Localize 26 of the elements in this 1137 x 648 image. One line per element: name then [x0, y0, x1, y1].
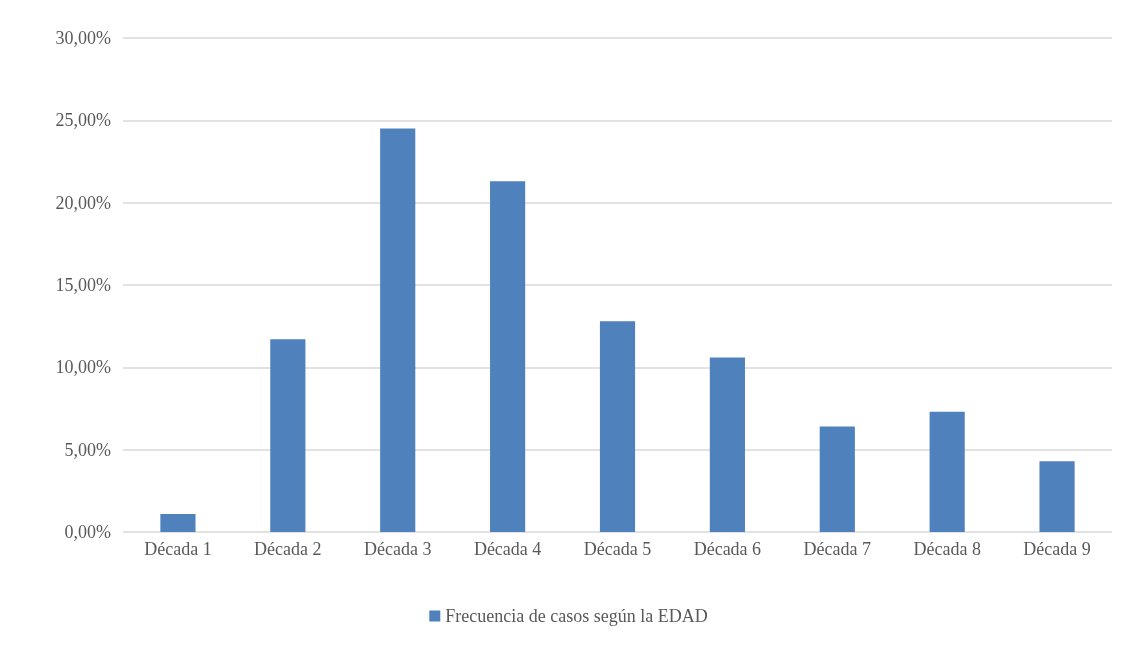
x-tick-label: Década 4	[473, 539, 542, 559]
legend-label: Frecuencia de casos según la EDAD	[445, 606, 708, 626]
x-tick-label: Década 8	[913, 539, 981, 559]
bar	[160, 513, 196, 532]
bar	[490, 181, 526, 532]
x-tick-label: Década 7	[803, 539, 872, 559]
x-tick-label: Década 6	[693, 539, 762, 559]
x-tick-label: Década 3	[363, 539, 432, 559]
y-tick-label: 15,00%	[55, 275, 111, 295]
y-tick-label: 25,00%	[55, 110, 111, 131]
bar	[270, 339, 306, 532]
y-tick-label: 0,00%	[64, 522, 111, 542]
bar	[380, 128, 416, 532]
bar	[929, 411, 965, 532]
y-tick-label: 20,00%	[55, 192, 111, 213]
bar	[599, 321, 636, 532]
bar	[1039, 461, 1075, 532]
x-tick-label: Década 9	[1023, 539, 1091, 559]
bar	[709, 357, 745, 532]
y-tick-label: 10,00%	[55, 357, 111, 378]
x-tick-label: Década 2	[254, 539, 322, 559]
bar	[819, 426, 855, 532]
x-tick-label: Década 5	[583, 539, 652, 559]
y-tick-label: 5,00%	[64, 439, 111, 460]
y-tick-label: 30,00%	[55, 28, 111, 48]
x-tick-label: Década 1	[144, 539, 212, 559]
